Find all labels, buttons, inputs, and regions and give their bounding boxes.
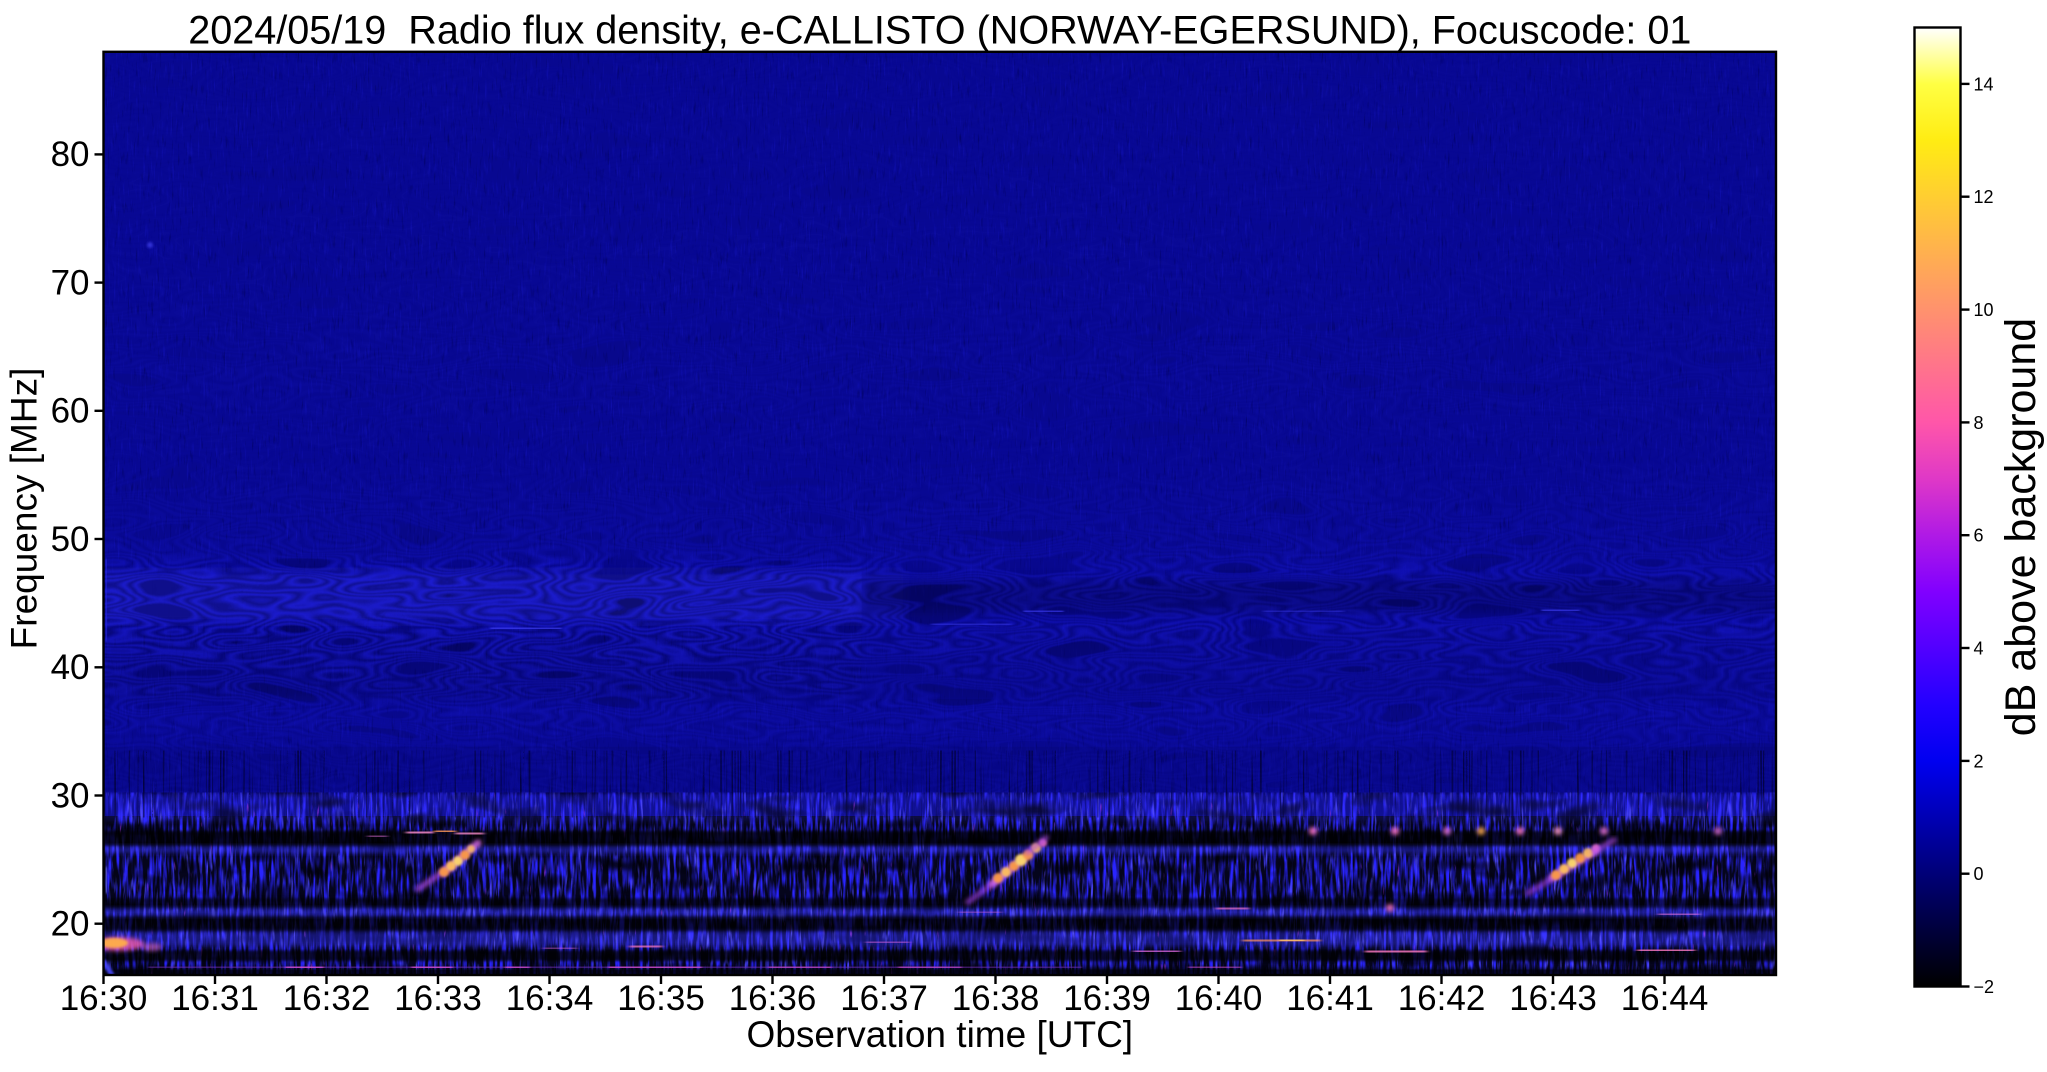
svg-text:16:34: 16:34 [506, 979, 594, 1018]
svg-text:2: 2 [1974, 751, 1984, 771]
svg-text:4: 4 [1974, 638, 1984, 658]
svg-text:16:39: 16:39 [1063, 979, 1151, 1018]
svg-text:Frequency [MHz]: Frequency [MHz] [4, 368, 45, 650]
svg-text:6: 6 [1974, 526, 1984, 546]
svg-text:16:32: 16:32 [283, 979, 371, 1018]
svg-text:2024/05/19 Radio flux density: 2024/05/19 Radio flux density, e-CALLIST… [188, 9, 1691, 53]
svg-text:50: 50 [51, 520, 90, 559]
svg-text:30: 30 [51, 776, 90, 815]
svg-text:16:42: 16:42 [1398, 979, 1486, 1018]
svg-text:dB above background: dB above background [1997, 318, 2045, 736]
svg-text:10: 10 [1974, 300, 1994, 320]
svg-text:0: 0 [1974, 864, 1984, 884]
svg-text:16:44: 16:44 [1621, 979, 1709, 1018]
svg-text:Observation time [UTC]: Observation time [UTC] [747, 1014, 1134, 1055]
svg-text:16:40: 16:40 [1175, 979, 1263, 1018]
svg-text:14: 14 [1974, 74, 1994, 94]
svg-text:12: 12 [1974, 187, 1994, 207]
svg-text:40: 40 [51, 648, 90, 687]
svg-text:60: 60 [51, 392, 90, 431]
svg-text:8: 8 [1974, 413, 1984, 433]
svg-text:16:30: 16:30 [60, 979, 148, 1018]
svg-text:16:43: 16:43 [1509, 979, 1597, 1018]
svg-text:16:41: 16:41 [1286, 979, 1374, 1018]
svg-text:−2: −2 [1974, 977, 1995, 997]
svg-text:70: 70 [51, 263, 90, 302]
svg-text:16:33: 16:33 [394, 979, 482, 1018]
svg-text:16:36: 16:36 [729, 979, 817, 1018]
svg-text:16:31: 16:31 [171, 979, 259, 1018]
svg-text:80: 80 [51, 135, 90, 174]
svg-text:16:38: 16:38 [952, 979, 1040, 1018]
svg-text:16:35: 16:35 [617, 979, 705, 1018]
svg-text:16:37: 16:37 [840, 979, 928, 1018]
svg-text:20: 20 [51, 905, 90, 944]
